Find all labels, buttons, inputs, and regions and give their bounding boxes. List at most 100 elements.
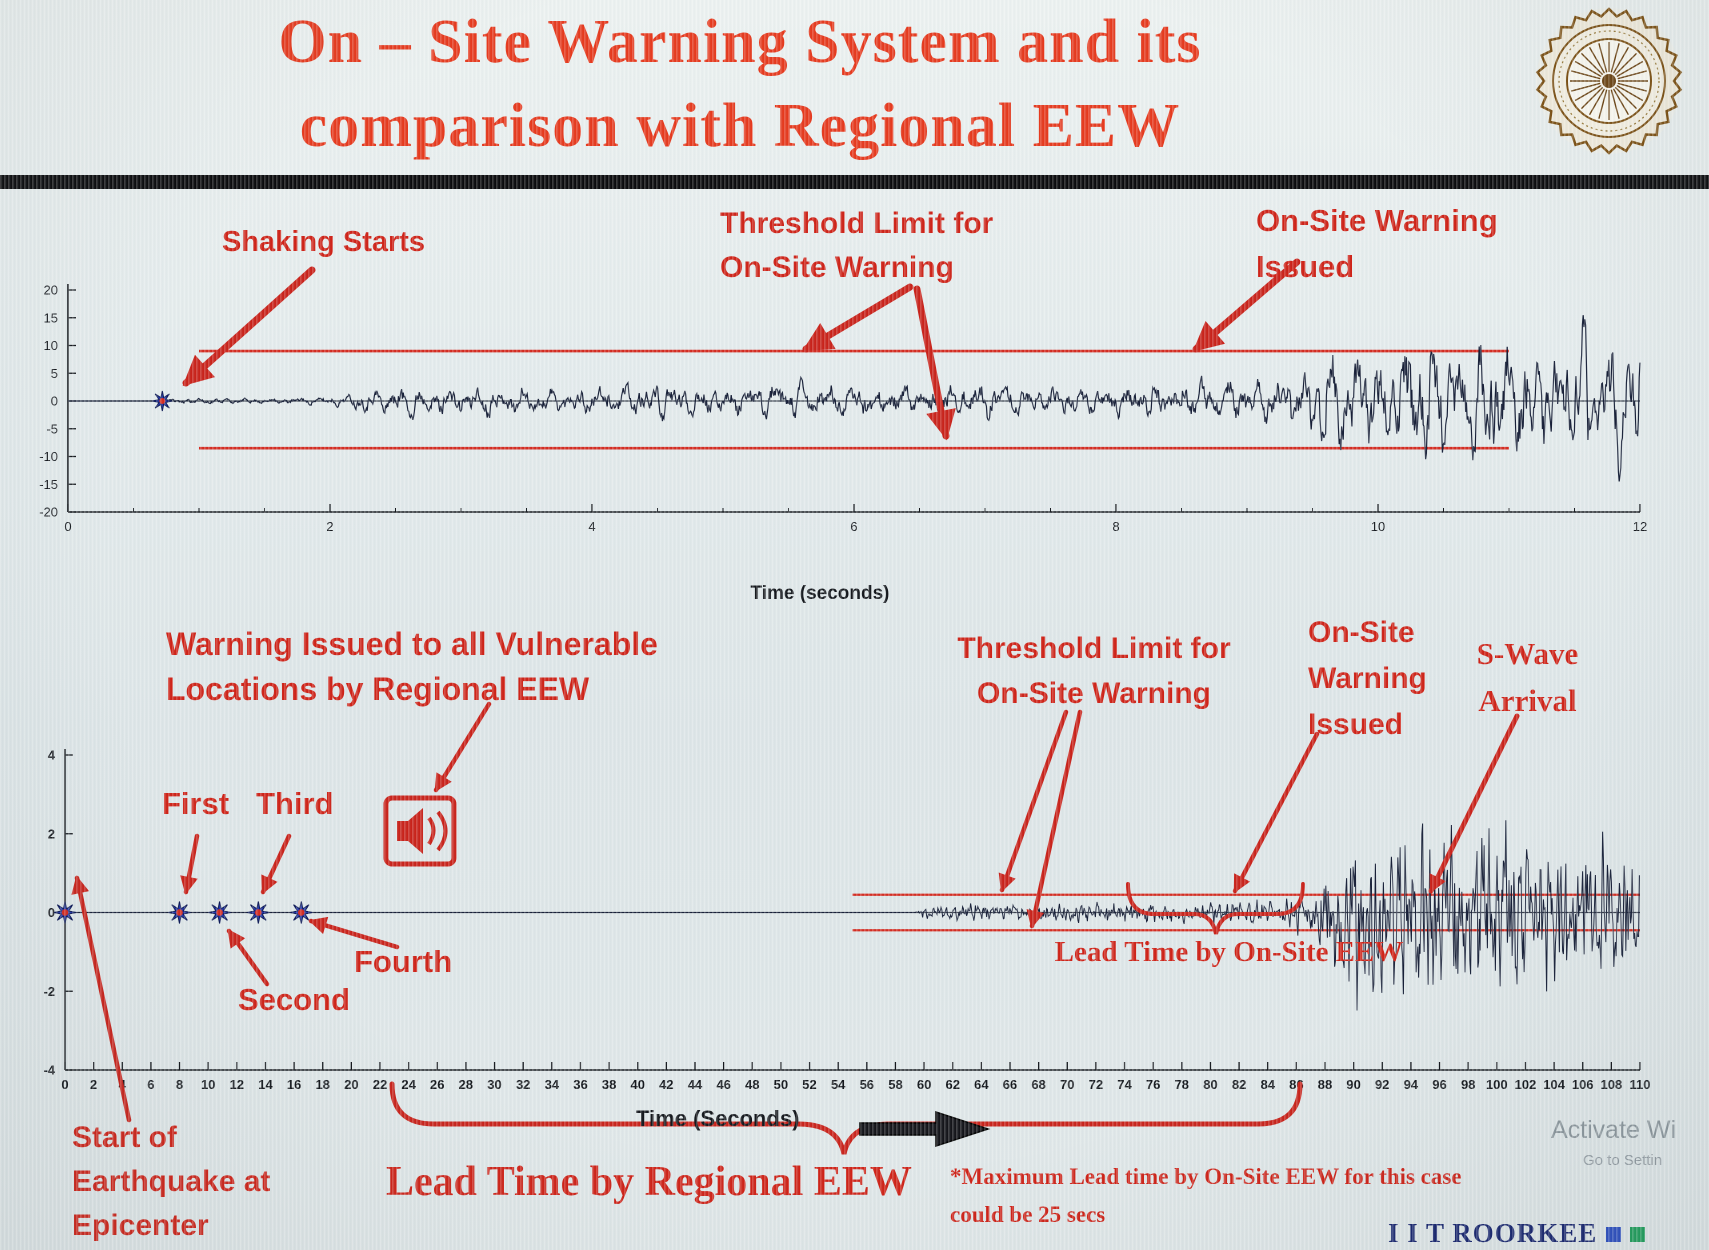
svg-text:4: 4 — [588, 519, 595, 534]
svg-text:42: 42 — [659, 1077, 673, 1092]
svg-text:80: 80 — [1203, 1077, 1217, 1092]
svg-text:26: 26 — [430, 1077, 444, 1092]
svg-text:0: 0 — [51, 394, 58, 409]
svg-text:2: 2 — [326, 519, 333, 534]
svg-text:6: 6 — [147, 1077, 154, 1092]
annotation-line: Threshold Limit for — [957, 632, 1231, 665]
svg-text:-20: -20 — [39, 505, 58, 520]
annotation-line: On-Site Warning — [1256, 203, 1498, 238]
svg-text:0: 0 — [64, 519, 71, 534]
svg-text:76: 76 — [1146, 1077, 1160, 1092]
logo-text-ring — [1558, 30, 1660, 132]
activate-windows-watermark: Activate Wi — [1551, 1116, 1677, 1144]
svg-text:100: 100 — [1486, 1077, 1508, 1092]
svg-text:62: 62 — [945, 1077, 959, 1092]
svg-text:4: 4 — [48, 748, 56, 763]
svg-text:110: 110 — [1630, 1077, 1651, 1092]
svg-text:10: 10 — [1371, 519, 1385, 534]
svg-text:5: 5 — [51, 366, 58, 381]
svg-text:22: 22 — [373, 1077, 387, 1092]
svg-text:72: 72 — [1089, 1077, 1103, 1092]
svg-text:82: 82 — [1232, 1077, 1246, 1092]
annotation-line: Issued — [1256, 249, 1355, 284]
svg-text:106: 106 — [1572, 1077, 1594, 1092]
annotation-line: Earthquake at — [72, 1165, 271, 1198]
annotation-lead-time-regional: Lead Time by Regional EEW — [386, 1159, 912, 1205]
annotation-line: Issued — [1308, 708, 1404, 741]
svg-text:28: 28 — [459, 1077, 473, 1092]
annotation-line: Warning Issued to all Vulnerable — [166, 626, 658, 662]
annotation-line: On-Site — [1308, 616, 1415, 649]
annotation-shaking-starts: Shaking Starts — [222, 226, 426, 258]
svg-text:90: 90 — [1346, 1077, 1360, 1092]
annotation-threshold-bottom: Threshold Limit for On-Site Warning — [944, 626, 1244, 716]
svg-text:58: 58 — [888, 1077, 902, 1092]
svg-text:14: 14 — [258, 1077, 273, 1092]
svg-text:20: 20 — [44, 283, 58, 298]
svg-text:60: 60 — [917, 1077, 931, 1092]
svg-text:32: 32 — [516, 1077, 530, 1092]
svg-text:48: 48 — [745, 1077, 759, 1092]
annotation-line: *Maximum Lead time by On-Site EEW for th… — [950, 1164, 1462, 1189]
top-seismogram-chart: 20 15 10 5 0 -5 -10 -15 -20 0 2 4 6 8 10 12 — [39, 283, 1647, 535]
logo-chakra-spokes — [1570, 42, 1648, 120]
svg-text:16: 16 — [287, 1077, 301, 1092]
svg-text:0: 0 — [61, 1077, 68, 1092]
svg-text:0: 0 — [48, 905, 55, 920]
annotation-max-lead-note: *Maximum Lead time by On-Site EEW for th… — [950, 1158, 1462, 1234]
bottom-timeline-chart: 420-2-40 2 4 6 8 10 12 14 16 18 20 22 24 26 28 30 32 34 36… — [43, 748, 1651, 1093]
svg-text:44: 44 — [688, 1077, 703, 1092]
annotation-line: Threshold Limit for — [720, 207, 994, 240]
annotation-first-detection: First — [162, 786, 230, 821]
annotation-lead-time-onsite: Lead Time by On-Site EEW — [1054, 936, 1404, 968]
annotation-regional-warning: Warning Issued to all Vulnerable Locatio… — [166, 622, 658, 712]
svg-text:10: 10 — [201, 1077, 215, 1092]
svg-text:70: 70 — [1060, 1077, 1074, 1092]
annotation-line: Start of — [72, 1121, 177, 1154]
annotation-second-detection: Second — [238, 982, 350, 1017]
svg-text:98: 98 — [1461, 1077, 1475, 1092]
annotation-line: Epicenter — [72, 1209, 209, 1242]
annotation-onsite-warning-issued-bottom: On-Site Warning Issued — [1308, 610, 1427, 748]
svg-text:6: 6 — [850, 519, 857, 534]
svg-text:-2: -2 — [43, 984, 55, 999]
svg-text:-10: -10 — [39, 449, 58, 464]
svg-text:30: 30 — [487, 1077, 501, 1092]
svg-text:84: 84 — [1260, 1077, 1275, 1092]
svg-text:86: 86 — [1289, 1077, 1303, 1092]
annotation-line: could be 25 secs — [950, 1202, 1106, 1227]
svg-text:56: 56 — [860, 1077, 874, 1092]
svg-text:2: 2 — [90, 1077, 97, 1092]
title-divider-bar — [0, 175, 1709, 189]
logo-hub — [1602, 74, 1616, 88]
annotation-line: Locations by Regional EEW — [166, 671, 590, 707]
annotation-onsite-warning-issued-top: On-Site Warning Issued — [1256, 198, 1498, 290]
svg-text:54: 54 — [831, 1077, 846, 1092]
go-to-settings-watermark: Go to Settin — [1583, 1152, 1663, 1169]
svg-text:15: 15 — [44, 310, 58, 325]
svg-text:34: 34 — [545, 1077, 560, 1092]
svg-text:94: 94 — [1404, 1077, 1419, 1092]
svg-text:38: 38 — [602, 1077, 616, 1092]
annotation-fourth-detection: Fourth — [354, 944, 453, 979]
svg-text:78: 78 — [1175, 1077, 1189, 1092]
svg-text:88: 88 — [1318, 1077, 1332, 1092]
iit-roorkee-brand: I I T ROORKEE — [1388, 1218, 1646, 1249]
annotation-line: S-Wave — [1476, 636, 1579, 671]
svg-text:92: 92 — [1375, 1077, 1389, 1092]
svg-text:64: 64 — [974, 1077, 989, 1092]
svg-text:12: 12 — [1633, 519, 1647, 534]
brand-square-blue — [1606, 1227, 1622, 1242]
svg-text:50: 50 — [774, 1077, 788, 1092]
annotation-start-of-earthquake: Start of Earthquake at Epicenter — [72, 1116, 270, 1248]
svg-text:12: 12 — [230, 1077, 244, 1092]
svg-text:52: 52 — [802, 1077, 816, 1092]
annotation-third-detection: Third — [256, 786, 334, 821]
svg-text:108: 108 — [1601, 1077, 1623, 1092]
svg-text:74: 74 — [1117, 1077, 1132, 1092]
bottom-x-axis-label: Time (Seconds) — [636, 1106, 800, 1131]
svg-text:66: 66 — [1003, 1077, 1017, 1092]
svg-text:36: 36 — [573, 1077, 587, 1092]
svg-text:20: 20 — [344, 1077, 358, 1092]
brand-square-green — [1630, 1227, 1646, 1242]
